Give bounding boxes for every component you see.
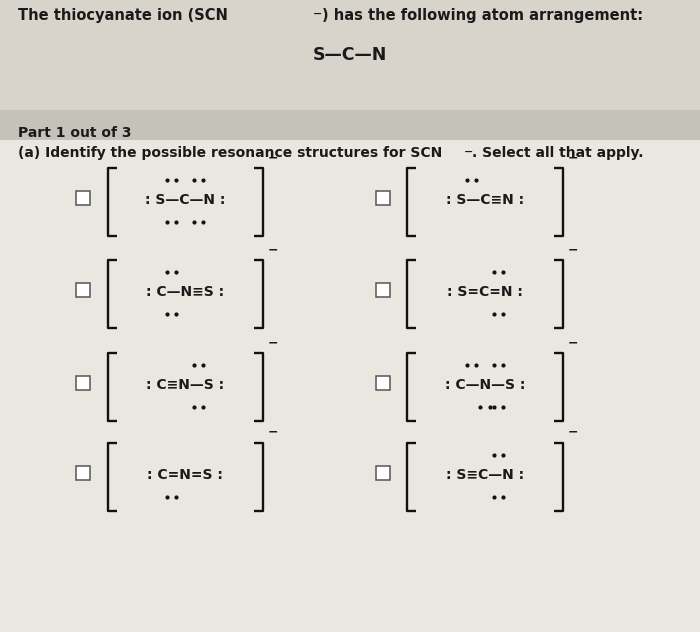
Text: −: − xyxy=(568,336,578,349)
Bar xyxy=(0,0,700,110)
Text: −: − xyxy=(463,147,473,157)
Text: (a) Identify the possible resonance structures for SCN: (a) Identify the possible resonance stru… xyxy=(18,146,442,160)
Text: : C—N≡S :: : C—N≡S : xyxy=(146,285,224,299)
Text: −: − xyxy=(268,336,279,349)
Text: S—C—N: S—C—N xyxy=(313,46,387,64)
Bar xyxy=(76,376,90,390)
Bar xyxy=(76,191,90,205)
Text: −: − xyxy=(268,151,279,164)
Text: : S—C≡N :: : S—C≡N : xyxy=(446,193,524,207)
Bar xyxy=(76,283,90,297)
Text: : S=C=N :: : S=C=N : xyxy=(447,285,523,299)
Bar xyxy=(376,376,390,390)
Text: : S—C—N :: : S—C—N : xyxy=(145,193,225,207)
Text: −: − xyxy=(268,426,279,439)
Bar xyxy=(376,191,390,205)
Bar xyxy=(376,466,390,480)
Text: Part 1 out of 3: Part 1 out of 3 xyxy=(18,126,132,140)
Text: : C—N—S :: : C—N—S : xyxy=(444,378,525,392)
Bar xyxy=(0,110,700,632)
Text: −: − xyxy=(568,243,578,256)
Text: −: − xyxy=(568,151,578,164)
Text: : S≡C—N :: : S≡C—N : xyxy=(446,468,524,482)
Text: : C=N=S :: : C=N=S : xyxy=(147,468,223,482)
Bar xyxy=(376,283,390,297)
Text: : C≡N—S :: : C≡N—S : xyxy=(146,378,224,392)
Text: −: − xyxy=(313,8,323,18)
Text: . Select all that apply.: . Select all that apply. xyxy=(472,146,643,160)
Bar xyxy=(0,110,700,140)
Text: The thiocyanate ion (SCN: The thiocyanate ion (SCN xyxy=(18,8,228,23)
Text: −: − xyxy=(268,243,279,256)
Text: ) has the following atom arrangement:: ) has the following atom arrangement: xyxy=(322,8,643,23)
Bar xyxy=(76,466,90,480)
Text: −: − xyxy=(568,426,578,439)
